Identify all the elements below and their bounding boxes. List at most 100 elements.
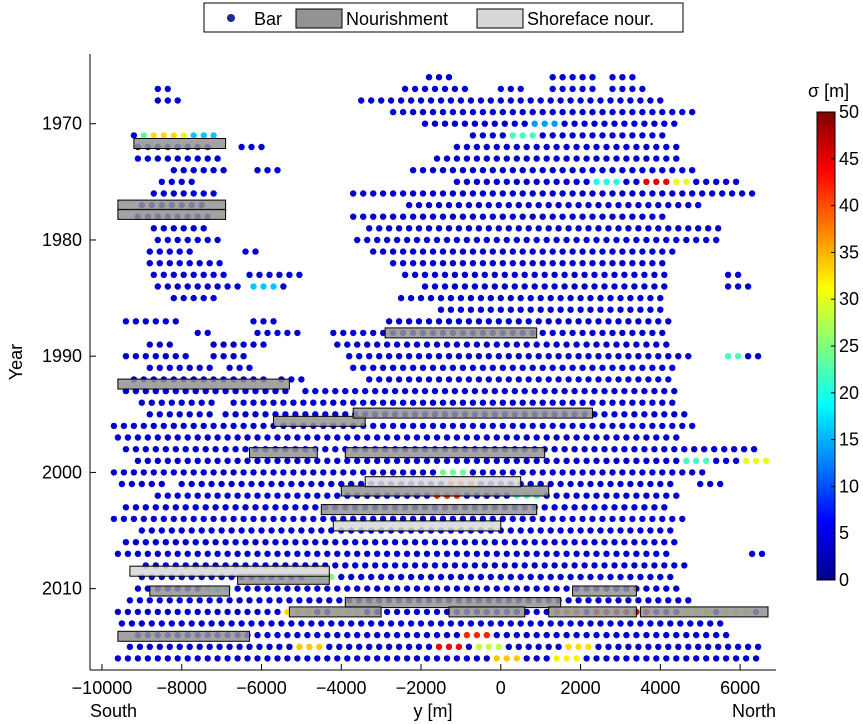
bar-marker bbox=[454, 655, 460, 661]
bar-marker bbox=[274, 493, 280, 499]
bar-marker bbox=[256, 597, 262, 603]
bar-marker bbox=[464, 632, 470, 638]
bar-marker bbox=[550, 248, 556, 254]
bar-marker bbox=[155, 655, 161, 661]
nourishment-patch bbox=[289, 607, 381, 617]
bar-marker bbox=[486, 202, 492, 208]
bar-marker bbox=[653, 551, 659, 557]
bar-marker bbox=[320, 516, 326, 522]
bar-marker bbox=[514, 341, 520, 347]
bar-marker bbox=[214, 493, 220, 499]
bar-marker bbox=[609, 109, 615, 115]
bar-marker bbox=[195, 609, 201, 615]
bar-marker bbox=[553, 493, 559, 499]
bar-marker bbox=[735, 644, 741, 650]
bar-marker bbox=[424, 632, 430, 638]
bar-marker bbox=[512, 272, 518, 278]
bar-marker bbox=[396, 225, 402, 231]
bar-marker bbox=[230, 423, 236, 429]
bar-marker bbox=[548, 295, 554, 301]
bar-marker bbox=[360, 214, 366, 220]
bar-marker bbox=[581, 283, 587, 289]
bar-marker bbox=[625, 376, 631, 382]
bar-marker bbox=[629, 260, 635, 266]
bar-marker bbox=[336, 597, 342, 603]
bar-marker bbox=[274, 655, 280, 661]
bar-marker bbox=[494, 585, 500, 591]
bar-marker bbox=[619, 365, 625, 371]
bar-marker bbox=[183, 353, 189, 359]
bar-marker bbox=[304, 551, 310, 557]
bar-marker bbox=[324, 551, 330, 557]
bar-marker bbox=[524, 155, 530, 161]
bar-marker bbox=[344, 341, 350, 347]
bar-marker bbox=[663, 144, 669, 150]
bar-marker bbox=[546, 353, 552, 359]
bar-marker bbox=[324, 585, 330, 591]
bar-marker bbox=[472, 539, 478, 545]
bar-marker bbox=[155, 609, 161, 615]
bar-marker bbox=[589, 469, 595, 475]
bar-marker bbox=[224, 458, 230, 464]
bar-marker bbox=[476, 318, 482, 324]
bar-marker bbox=[621, 411, 627, 417]
bar-marker bbox=[187, 597, 193, 603]
bar-marker bbox=[601, 446, 607, 452]
bar-marker bbox=[274, 458, 280, 464]
bar-marker bbox=[314, 551, 320, 557]
bar-marker bbox=[224, 493, 230, 499]
bar-marker bbox=[374, 655, 380, 661]
bar-marker bbox=[462, 121, 468, 127]
bar-marker bbox=[538, 574, 544, 580]
bar-marker bbox=[504, 144, 510, 150]
bar-marker bbox=[438, 295, 444, 301]
bar-marker bbox=[749, 190, 755, 196]
bar-marker bbox=[615, 376, 621, 382]
bar-marker bbox=[559, 400, 565, 406]
bar-marker bbox=[220, 272, 226, 278]
bar-marker bbox=[181, 295, 187, 301]
bar-marker bbox=[673, 237, 679, 243]
bar-marker bbox=[555, 353, 561, 359]
bar-marker bbox=[181, 225, 187, 231]
bar-marker bbox=[171, 295, 177, 301]
bar-marker bbox=[368, 97, 374, 103]
bar-marker bbox=[436, 644, 442, 650]
bar-marker bbox=[619, 190, 625, 196]
bar-marker bbox=[418, 574, 424, 580]
bar-marker bbox=[480, 132, 486, 138]
bar-marker bbox=[322, 388, 328, 394]
bar-marker bbox=[563, 585, 569, 591]
bar-marker bbox=[254, 551, 260, 557]
bar-marker bbox=[466, 644, 472, 650]
bar-marker bbox=[260, 318, 266, 324]
bar-marker bbox=[434, 609, 440, 615]
bar-marker bbox=[400, 365, 406, 371]
bar-marker bbox=[550, 190, 556, 196]
bar-marker bbox=[637, 97, 643, 103]
bar-marker bbox=[151, 516, 157, 522]
bar-marker bbox=[195, 551, 201, 557]
bar-marker bbox=[725, 272, 731, 278]
bar-marker bbox=[410, 423, 416, 429]
bar-marker bbox=[226, 597, 232, 603]
bar-marker bbox=[589, 365, 595, 371]
bar-marker bbox=[155, 458, 161, 464]
bar-marker bbox=[540, 260, 546, 266]
bar-marker bbox=[272, 539, 278, 545]
bar-marker bbox=[603, 155, 609, 161]
bar-marker bbox=[410, 469, 416, 475]
bar-marker bbox=[701, 446, 707, 452]
bar-marker bbox=[488, 97, 494, 103]
bar-marker bbox=[185, 237, 191, 243]
plot-area: −10000 −8000 −6000 −4000 −2000 0 2000 4000 6000 … bbox=[42, 54, 776, 698]
bar-marker bbox=[542, 504, 548, 510]
bar-marker bbox=[270, 516, 276, 522]
bar-marker bbox=[364, 551, 370, 557]
bar-marker bbox=[308, 620, 314, 626]
bar-marker bbox=[510, 423, 516, 429]
bar-marker bbox=[328, 620, 334, 626]
bar-marker bbox=[390, 365, 396, 371]
bar-marker bbox=[290, 516, 296, 522]
bar-marker bbox=[304, 585, 310, 591]
